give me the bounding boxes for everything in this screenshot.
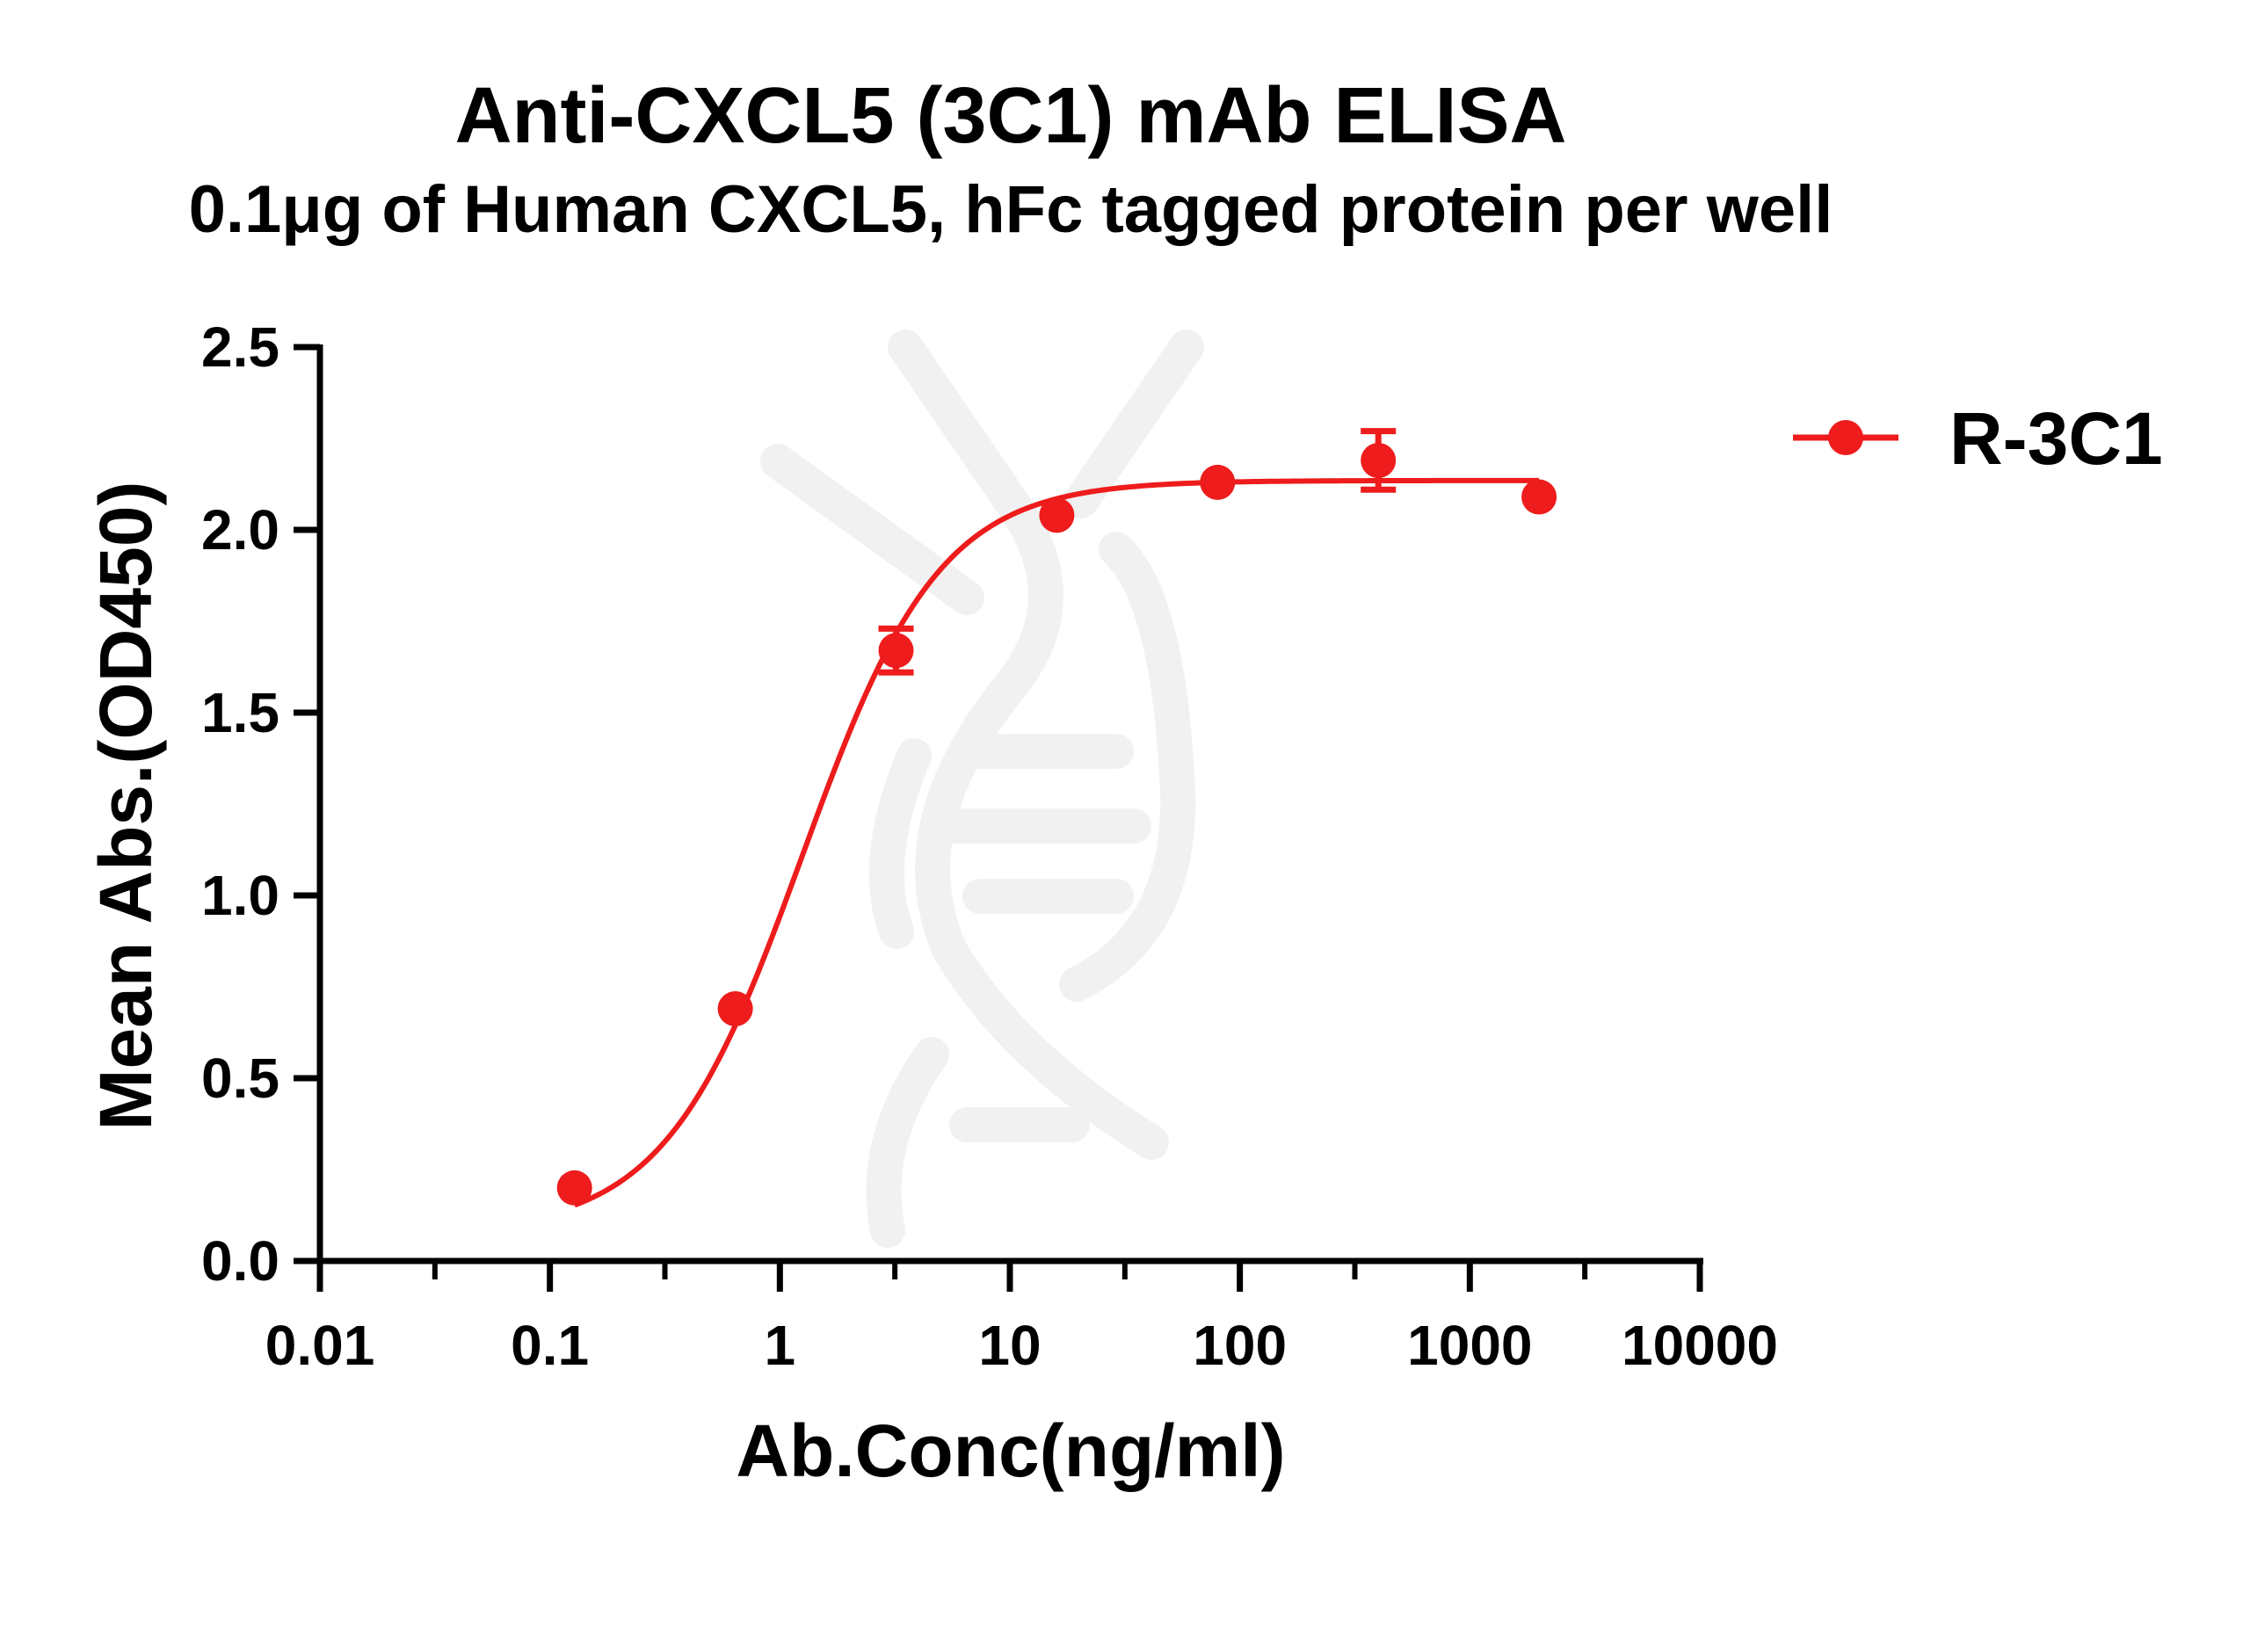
y-tick-label: 0.5: [201, 1047, 279, 1110]
legend-marker-r-3c1: [1828, 420, 1863, 455]
y-tick-label: 2.0: [201, 498, 279, 562]
x-tick-label: 100: [1193, 1314, 1287, 1377]
chart-subtitle: 0.1μg of Human CXCL5, hFc tagged protein…: [189, 172, 1833, 247]
data-point-r-3c1: [556, 1170, 592, 1206]
y-axis-ticks: 0.0 0.5 1.0 1.5 2.0 2.5: [201, 315, 320, 1293]
y-tick-label: 1.0: [201, 864, 279, 927]
data-points-layer: [556, 442, 1557, 1206]
x-axis-label: Ab.Conc(ng/ml): [736, 1409, 1285, 1492]
x-tick-label: 1: [765, 1314, 796, 1377]
x-tick-label: 1000: [1407, 1314, 1532, 1377]
chart-title: Anti-CXCL5 (3C1) mAb ELISA: [454, 72, 1566, 160]
x-tick-label: 10000: [1622, 1314, 1778, 1377]
data-point-r-3c1: [1361, 442, 1397, 478]
x-axis-ticks: 0.01 0.1 1 10 100 1000 10000: [265, 1261, 1778, 1377]
data-point-r-3c1: [878, 633, 914, 669]
dna-helix-watermark-icon: [760, 330, 1204, 1248]
y-axis-label: Mean Abs.(OD450): [84, 481, 167, 1130]
data-point-r-3c1: [1200, 464, 1236, 500]
x-tick-label: 0.01: [265, 1314, 375, 1377]
data-point-r-3c1: [717, 990, 753, 1026]
data-point-r-3c1: [1039, 497, 1075, 533]
data-point-r-3c1: [1521, 479, 1557, 515]
y-tick-label: 1.5: [201, 681, 279, 744]
legend: R-3C1: [1793, 397, 2163, 480]
x-tick-label: 0.1: [511, 1314, 589, 1377]
y-tick-label: 0.0: [201, 1229, 279, 1293]
legend-label-r-3c1: R-3C1: [1949, 397, 2163, 480]
y-tick-label: 2.5: [201, 315, 279, 379]
x-tick-label: 10: [978, 1314, 1041, 1377]
